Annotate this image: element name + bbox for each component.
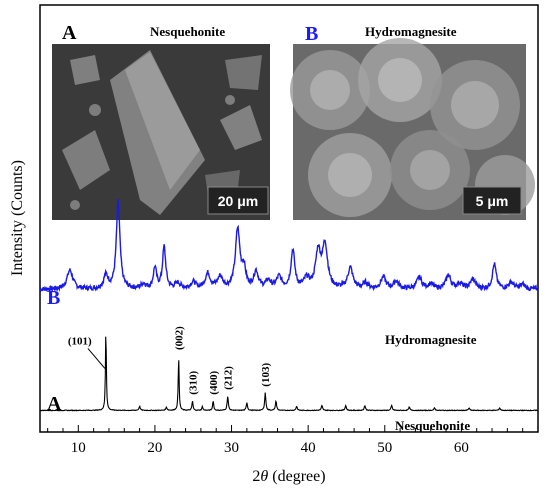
- peak-label-103: (103): [260, 363, 272, 387]
- inset-a-scalebar-label: 20 μm: [218, 193, 258, 209]
- series-a-panel-label: A: [47, 393, 62, 415]
- x-axis-label-theta: θ: [260, 468, 268, 485]
- x-axis-label-suffix: (degree): [268, 468, 325, 485]
- x-tick-label: 10: [71, 440, 86, 456]
- series-line-hydromagnesite: [39, 199, 539, 293]
- x-tick-label: 40: [301, 440, 316, 456]
- sem-texture-b: [290, 38, 535, 217]
- inset-a-title: Nesquehonite: [150, 24, 225, 39]
- series-b-name: Hydromagnesite: [385, 332, 477, 347]
- x-axis-label-prefix: 2: [252, 468, 260, 485]
- peak-label-002: (002): [174, 326, 186, 350]
- inset-a: A Nesquehonite 20 μm: [52, 22, 270, 220]
- series-b-panel-label: B: [47, 287, 60, 309]
- inset-b-title: Hydromagnesite: [365, 24, 457, 39]
- peak-label-arrow: [87, 348, 106, 369]
- inset-b: B Hydromagnesite 5 μm: [290, 23, 535, 220]
- series-a-name: Nesquehonite: [395, 418, 470, 433]
- series-line-nesquehonite: [39, 336, 539, 412]
- peak-label-400: (400): [208, 371, 220, 395]
- x-tick-label: 20: [147, 440, 162, 456]
- inset-b-scalebar-box: [462, 186, 522, 215]
- x-tick-label: 30: [224, 440, 239, 456]
- x-axis: 10 20 30 40 50 60: [47, 425, 539, 456]
- xrd-curves: [39, 199, 539, 412]
- peak-label-310: (310): [188, 371, 200, 395]
- x-tick-label: 50: [377, 440, 392, 456]
- inset-a-scalebar-box: [207, 186, 269, 215]
- x-tick-label: 60: [454, 440, 469, 456]
- inset-a-panel-label: A: [62, 22, 77, 44]
- peak-label-212: (212): [223, 366, 235, 390]
- y-axis-label: Intensity (Counts): [9, 160, 26, 276]
- inset-b-panel-label: B: [305, 23, 318, 45]
- x-axis-label: 2θ (degree): [252, 468, 325, 485]
- inset-b-scalebar-label: 5 μm: [476, 193, 509, 209]
- peak-annotations: (101) (002) (310) (400) (212) (103): [68, 326, 272, 395]
- peak-label-101: (101): [68, 335, 92, 347]
